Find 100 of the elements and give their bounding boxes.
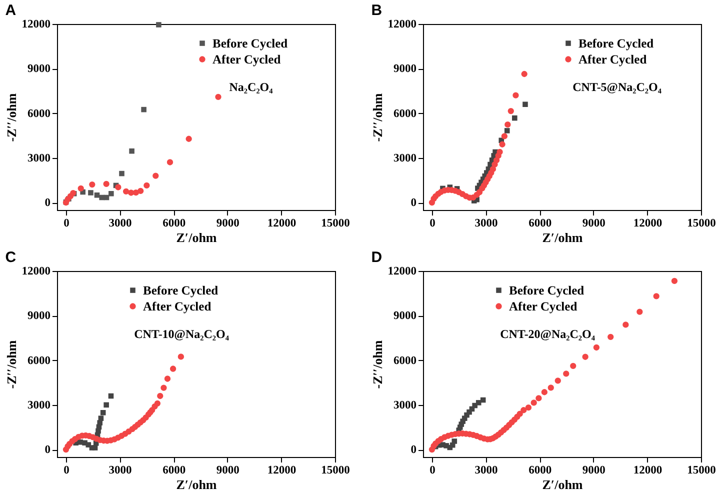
x-tick-label: 9000 — [582, 464, 606, 476]
annotation: CNT-10@Na₂C₂O₄ — [134, 327, 230, 342]
point — [104, 402, 109, 408]
point — [536, 395, 542, 402]
point — [78, 185, 84, 192]
x-tick-label: 12000 — [267, 464, 296, 476]
y-tick-label: 6000 — [28, 354, 51, 367]
x-tick-label: 6000 — [528, 464, 552, 476]
x-tick-label: 3000 — [474, 218, 498, 230]
y-tick-label: 0 — [410, 444, 417, 456]
point — [541, 389, 548, 396]
annotation: CNT-5@Na₂C₂O₄ — [572, 80, 662, 94]
legend-label: Before Cycled — [509, 283, 584, 298]
y-tick-label: 9000 — [394, 63, 417, 76]
y-tick-label: 0 — [44, 444, 51, 456]
y-tick-label: 3000 — [28, 399, 51, 412]
y-axis-title: -Z′′/ohm — [4, 93, 19, 142]
legend-label: After Cycled — [578, 52, 647, 66]
point — [508, 108, 514, 114]
point — [215, 94, 222, 100]
x-axis-title: Z′/ohm — [542, 230, 583, 245]
x-tick-label: 12000 — [267, 218, 296, 230]
x-tick-label: 15000 — [687, 218, 716, 230]
point — [501, 133, 508, 140]
y-tick-label: 3000 — [394, 399, 417, 412]
point — [530, 400, 537, 406]
point — [122, 188, 130, 194]
point — [636, 308, 643, 315]
point — [178, 354, 184, 360]
x-tick-label: 6000 — [162, 464, 186, 476]
y-tick-label: 0 — [44, 197, 51, 210]
point — [504, 128, 510, 134]
x-tick-label: 0 — [64, 218, 70, 230]
legend-label: Before Cycled — [212, 36, 288, 50]
point — [89, 181, 96, 188]
legend-label: After Cycled — [509, 299, 578, 314]
y-tick-label: 9000 — [28, 310, 51, 322]
point — [88, 190, 94, 196]
point — [103, 180, 110, 188]
point — [563, 370, 570, 377]
point — [525, 404, 532, 411]
y-tick-label: 3000 — [28, 152, 51, 164]
x-tick-label: 0 — [430, 464, 436, 476]
y-tick-label: 12000 — [388, 266, 417, 278]
point — [166, 159, 174, 166]
point — [100, 410, 106, 416]
point — [144, 182, 150, 189]
y-axis-title: -Z′′/ohm — [370, 93, 385, 142]
point — [115, 184, 122, 190]
x-tick-label: 3000 — [474, 464, 498, 476]
x-tick-label: 15000 — [687, 464, 716, 476]
x-tick-label: 6000 — [528, 218, 552, 230]
legend-label: After Cycled — [143, 299, 212, 314]
chart-title: C — [5, 249, 16, 266]
point — [156, 22, 162, 28]
y-tick-label: 12000 — [22, 18, 51, 30]
point — [512, 92, 519, 98]
y-tick-label: 12000 — [22, 266, 51, 278]
point — [622, 322, 629, 328]
point — [170, 366, 176, 372]
point — [521, 70, 528, 78]
point — [504, 122, 511, 128]
point — [186, 136, 192, 142]
point — [608, 334, 614, 340]
point — [452, 438, 458, 444]
x-tick-label: 6000 — [162, 218, 186, 230]
legend-label: Before Cycled — [143, 283, 218, 298]
point — [496, 148, 503, 156]
y-axis-title: -Z′′/ohm — [370, 340, 385, 389]
point — [476, 400, 482, 406]
point — [522, 102, 528, 107]
point — [152, 172, 159, 179]
x-axis-title: Z′/ohm — [176, 230, 217, 245]
point — [137, 188, 144, 194]
point — [141, 106, 146, 112]
legend-label: After Cycled — [212, 52, 281, 66]
point — [499, 141, 506, 148]
x-tick-label: 9000 — [216, 218, 240, 230]
chart-title: D — [371, 249, 382, 266]
x-axis-title: Z′/ohm — [542, 477, 583, 492]
y-tick-label: 6000 — [394, 108, 417, 120]
point — [98, 416, 104, 421]
point — [129, 148, 134, 154]
x-tick-label: 3000 — [108, 218, 132, 230]
point — [512, 115, 518, 121]
point — [671, 278, 678, 284]
y-tick-label: 6000 — [394, 354, 417, 367]
x-tick-label: 9000 — [216, 464, 240, 476]
point — [119, 170, 124, 176]
x-tick-label: 3000 — [108, 464, 132, 476]
point — [164, 376, 171, 382]
point — [554, 378, 561, 384]
x-tick-label: 15000 — [321, 464, 350, 476]
y-tick-label: 6000 — [28, 108, 51, 120]
point — [160, 384, 167, 391]
point — [94, 192, 100, 198]
x-tick-label: 15000 — [321, 218, 350, 230]
point — [570, 362, 576, 370]
point — [516, 410, 523, 417]
point — [653, 293, 660, 300]
